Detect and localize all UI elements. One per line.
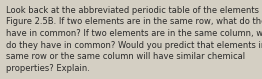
Text: Figure 2.5B. If two elements are in the same row, what do they: Figure 2.5B. If two elements are in the … xyxy=(6,17,262,26)
Text: Look back at the abbreviated periodic table of the elements in: Look back at the abbreviated periodic ta… xyxy=(6,6,262,15)
Text: do they have in common? Would you predict that elements in the: do they have in common? Would you predic… xyxy=(6,41,262,50)
Text: same row or the same column will have similar chemical: same row or the same column will have si… xyxy=(6,52,245,61)
Text: have in common? If two elements are in the same column, what: have in common? If two elements are in t… xyxy=(6,29,262,38)
Text: properties? Explain.: properties? Explain. xyxy=(6,64,90,73)
